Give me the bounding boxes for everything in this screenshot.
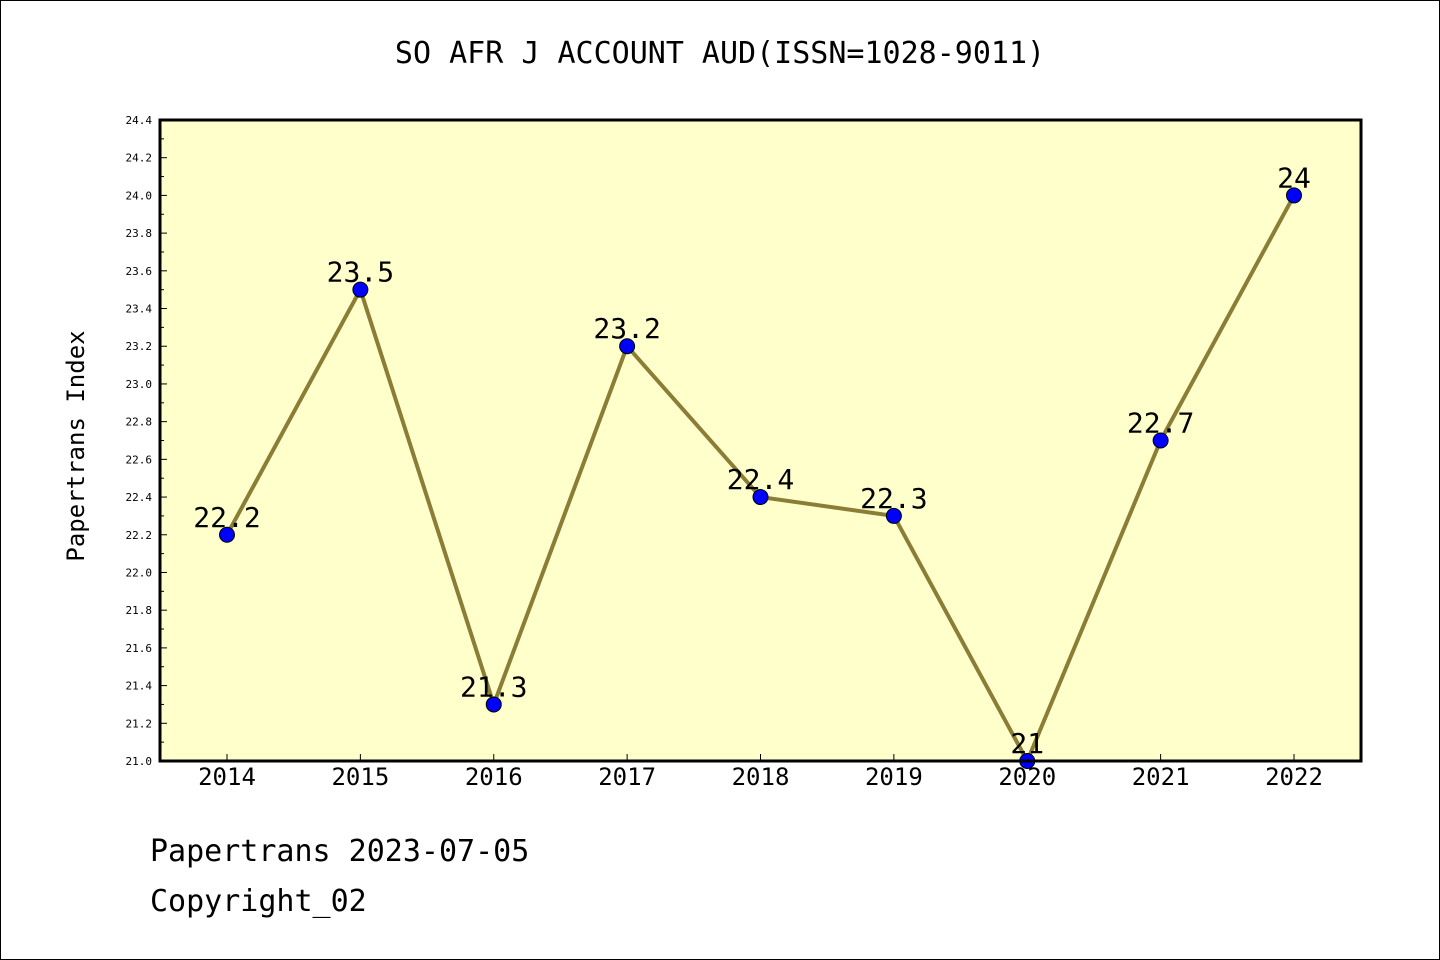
chart-title: SO AFR J ACCOUNT AUD(ISSN=1028-9011): [394, 36, 1046, 71]
y-tick-label: 22.4: [126, 491, 153, 504]
y-tick-label: 23.4: [126, 303, 153, 316]
x-tick-label: 2014: [198, 763, 256, 791]
x-axis: 2014 2015 2016 2017 2018 2019 2020 2021 2022: [198, 754, 1323, 791]
footer-date: Papertrans 2023-07-05: [150, 834, 530, 869]
x-tick-label: 2019: [865, 763, 923, 791]
y-tick-label: 21.8: [126, 604, 153, 617]
data-point: [352, 281, 369, 298]
data-point: [219, 526, 235, 543]
x-tick-label: 2016: [465, 763, 523, 791]
y-tick-label: 24.0: [126, 189, 153, 202]
data-label: 21: [1010, 727, 1044, 760]
data-point: [1286, 187, 1302, 204]
series-markers: [219, 187, 1302, 769]
y-tick-label: 21.4: [126, 680, 153, 693]
data-label: 21.3: [460, 670, 527, 703]
data-point: [485, 696, 502, 713]
y-tick-label: 22.6: [126, 453, 153, 466]
data-point: [1152, 432, 1169, 449]
y-tick-label: 21.2: [126, 717, 153, 730]
data-label: 22.4: [727, 463, 794, 496]
y-tick-label: 22.2: [126, 529, 153, 542]
data-point: [885, 507, 902, 524]
data-label: 23.2: [593, 312, 660, 345]
y-tick-label: 21.0: [126, 755, 153, 768]
x-tick-label: 2018: [732, 763, 790, 791]
y-tick-label: 24.4: [126, 114, 153, 127]
y-tick-label: 23.6: [126, 265, 153, 278]
data-label: 24: [1277, 161, 1311, 194]
data-point: [752, 489, 769, 506]
x-tick-label: 2022: [1265, 763, 1323, 791]
y-tick-label: 23.8: [126, 227, 153, 240]
data-label: 22.7: [1127, 407, 1194, 440]
plot-area: [160, 120, 1361, 761]
y-tick-label: 23.2: [126, 340, 153, 353]
y-tick-label: 23.0: [126, 378, 153, 391]
data-label: 23.5: [327, 256, 394, 289]
x-tick-label: 2017: [598, 763, 656, 791]
x-tick-label: 2015: [331, 763, 389, 791]
y-tick-label: 24.2: [126, 152, 153, 165]
x-tick-label: 2021: [1132, 763, 1190, 791]
y-tick-label: 22.8: [126, 416, 153, 429]
data-labels: 22.2 23.5 21.3 23.2 22.4 22.3 21 22.7 24: [193, 161, 1311, 760]
plot-border: [158, 118, 1363, 763]
data-label: 22.2: [193, 501, 260, 534]
footer-copyright: Copyright_02: [150, 884, 367, 919]
y-tick-label: 22.0: [126, 566, 153, 579]
data-point: [619, 338, 636, 355]
y-tick-label: 21.6: [126, 642, 153, 655]
data-label: 22.3: [860, 482, 927, 515]
